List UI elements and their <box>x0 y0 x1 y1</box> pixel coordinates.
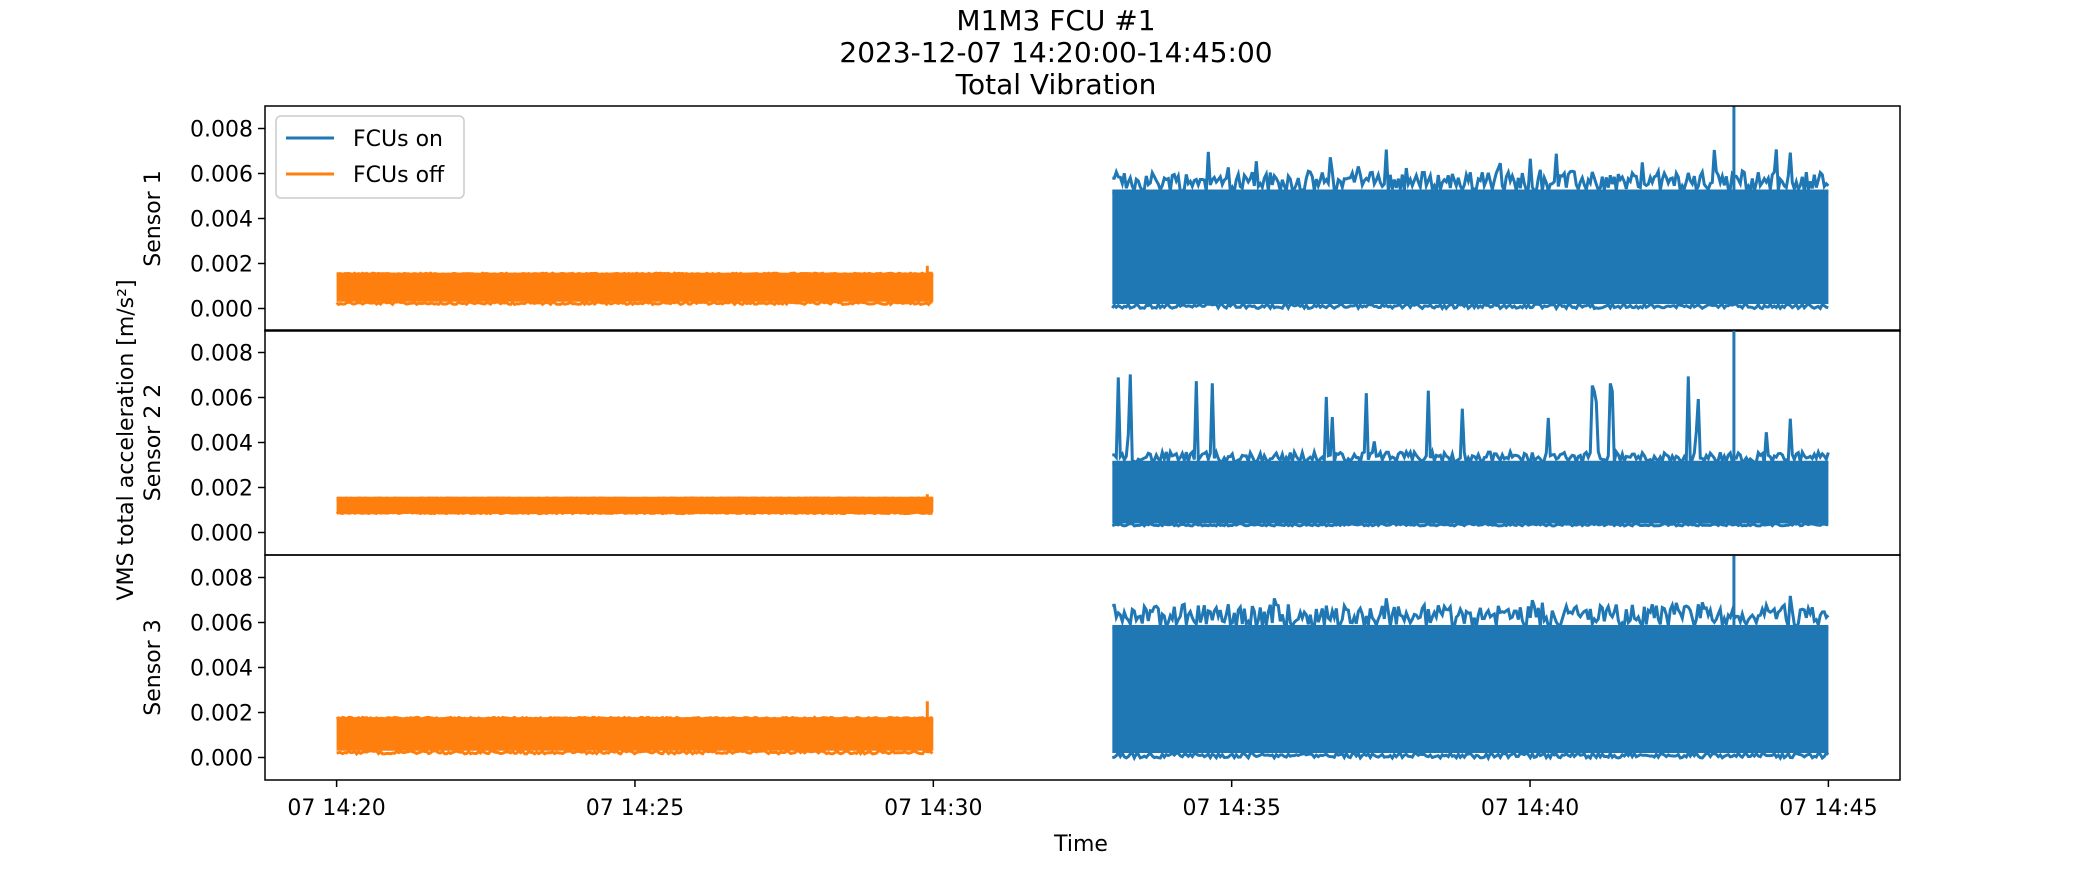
x-axis-label: Time <box>1053 832 1108 857</box>
fcus-on-trace-edge <box>1112 460 1829 465</box>
panel-sensor-2: 0.000 0.002 0.004 0.006 0.008 Sensor 2 2 <box>141 329 1901 556</box>
fcus-off-trace-lower-envelope <box>335 299 933 307</box>
fcus-on-trace <box>1111 330 1830 528</box>
fcus-off-trace <box>335 265 934 307</box>
y-tick-label: 0.008 <box>190 342 253 367</box>
fcus-off-trace-band <box>336 498 934 513</box>
fcus-on-trace-band <box>1112 627 1829 753</box>
y-tick-label: 0.002 <box>190 253 253 278</box>
fcus-off-trace-band <box>336 719 934 751</box>
chart-title-line-3: Total Vibration <box>955 68 1157 101</box>
fcus-off-trace-edge <box>336 717 934 722</box>
fcus-on-trace-upper-envelope <box>1112 595 1830 633</box>
x-axis: 07 14:20 07 14:25 07 14:30 07 14:35 07 14:40… <box>287 780 1878 821</box>
y-tick-label: 0.000 <box>190 298 253 323</box>
legend: FCUs on FCUs off <box>275 115 465 199</box>
sensor-label: Sensor 2 2 <box>141 384 166 501</box>
fcus-off-trace <box>335 701 934 757</box>
fcus-on-trace <box>1111 106 1830 312</box>
y-tick-label: 0.006 <box>190 163 253 188</box>
panel-sensor-3: 0.000 0.002 0.004 0.006 0.008 Sensor 3 <box>141 554 1901 781</box>
fcus-off-trace-band <box>336 274 934 302</box>
fcus-off-trace-edge <box>336 272 934 277</box>
fcus-on-trace-band <box>1112 191 1829 304</box>
y-axis-label: VMS total acceleration [m/s²] <box>114 279 139 600</box>
fcus-on-trace-band <box>1112 462 1829 524</box>
chart-title-line-1: M1M3 FCU #1 <box>956 4 1155 37</box>
y-tick-label: 0.002 <box>190 477 253 502</box>
x-tick-label: 07 14:35 <box>1182 796 1280 821</box>
fcus-on-trace-lower-envelope <box>1111 300 1829 312</box>
y-tick-label: 0.004 <box>190 208 253 233</box>
chart-titles: M1M3 FCU #1 2023-12-07 14:20:00-14:45:00… <box>839 4 1272 101</box>
x-tick-label: 07 14:45 <box>1779 796 1877 821</box>
fcus-on-trace-upper-envelope <box>1112 149 1830 198</box>
y-tick-label: 0.000 <box>190 747 253 772</box>
fcus-on-trace-upper-envelope <box>1112 374 1830 469</box>
fcus-on-trace-lower-envelope <box>1111 749 1830 762</box>
fcus-off-trace-lower-envelope <box>336 748 934 757</box>
y-tick-label: 0.004 <box>190 432 253 457</box>
fcus-off-trace <box>335 494 934 516</box>
fcus-on-trace-edge <box>1112 625 1829 629</box>
x-tick-label: 07 14:30 <box>884 796 982 821</box>
legend-entry-label: FCUs on <box>353 127 443 152</box>
x-tick-label: 07 14:20 <box>287 796 385 821</box>
panel-sensor-1: 0.000 0.002 0.004 0.006 0.008 Sensor 1 <box>141 105 1901 332</box>
y-tick-label: 0.006 <box>190 387 253 412</box>
y-tick-label: 0.008 <box>190 118 253 143</box>
y-tick-label: 0.000 <box>190 522 253 547</box>
fcus-off-trace-edge <box>336 496 934 501</box>
fcus-on-trace-edge <box>1112 189 1829 194</box>
y-tick-label: 0.002 <box>190 702 253 727</box>
legend-entry-label: FCUs off <box>353 163 445 188</box>
fcus-on-trace <box>1111 555 1830 762</box>
y-tick-label: 0.006 <box>190 612 253 637</box>
y-tick-label: 0.008 <box>190 567 253 592</box>
fcus-on-trace-lower-envelope <box>1111 521 1829 528</box>
chart-title-line-2: 2023-12-07 14:20:00-14:45:00 <box>839 36 1272 69</box>
x-tick-label: 07 14:25 <box>586 796 684 821</box>
sensor-label: Sensor 1 <box>141 170 166 266</box>
y-tick-label: 0.004 <box>190 657 253 682</box>
x-tick-label: 07 14:40 <box>1481 796 1579 821</box>
fcus-off-trace-lower-envelope <box>335 510 933 516</box>
sensor-label: Sensor 3 <box>141 619 166 715</box>
